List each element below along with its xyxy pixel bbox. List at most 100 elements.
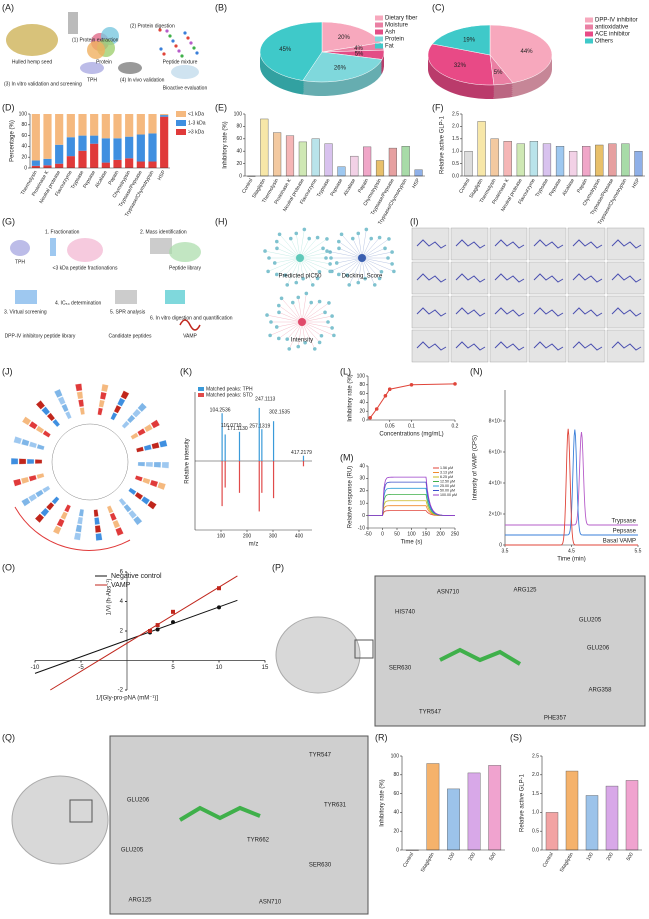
diagram-label: 1. Fractionation [45, 229, 80, 235]
legend-label: Others [595, 39, 613, 45]
heatmap-cell [112, 519, 121, 529]
diagram-label: GLU205 [579, 618, 602, 624]
network-node [287, 347, 292, 351]
docking-ligand [416, 239, 447, 249]
diagram-label: Docking_Score [342, 274, 383, 280]
peptide-dot [195, 51, 199, 55]
heatmap-cell [78, 508, 85, 517]
network-node [294, 231, 299, 236]
network-edge [301, 301, 320, 323]
docking-ligand [494, 273, 525, 283]
x-axis-label: m/z [249, 542, 259, 548]
docking-pose [567, 227, 606, 261]
network-node [390, 250, 394, 254]
bar [375, 160, 385, 177]
network-hub [298, 318, 306, 326]
x-tick-label: 200 [436, 531, 445, 537]
y-tick-label: 100 [391, 753, 400, 759]
heatmap-cell [35, 400, 46, 410]
y-tick-label: 0 [362, 513, 365, 519]
legend-label: Negative control [111, 573, 162, 580]
bar-segment [90, 135, 99, 144]
x-tick-label: Alcalase [343, 177, 358, 197]
network-node [328, 269, 332, 274]
y-tick-label: -10 [358, 525, 365, 531]
diagram-label: ASN710 [437, 590, 460, 596]
x-tick-label: -10 [31, 665, 40, 671]
bar [605, 785, 619, 851]
diagram-label: ARG358 [588, 688, 612, 694]
panel-label: (J) [2, 366, 13, 376]
y-tick-label: 80 [21, 122, 27, 128]
bar [490, 138, 499, 177]
diagram-label: Candidate peptides [108, 333, 152, 339]
bar [503, 141, 512, 177]
x-axis-label: 1/[Gly-pro-pNA (mM⁻¹)] [96, 696, 159, 702]
diagram-label: (3) In vitro validation and screening [4, 81, 82, 87]
bar-segment [148, 161, 157, 168]
point [217, 586, 221, 591]
network-edge [299, 257, 318, 279]
docking-pose [450, 329, 489, 363]
bar [555, 146, 565, 177]
network-edge [296, 257, 301, 283]
heatmap-cell [98, 399, 105, 408]
heatmap-cell [137, 428, 146, 437]
docking-pose [528, 227, 567, 261]
network-edge [358, 233, 363, 259]
network-node [274, 272, 279, 277]
y-tick-label: -2 [118, 688, 124, 694]
network-edge [276, 248, 301, 259]
network-node [323, 310, 327, 315]
legend-label: Fat [385, 44, 394, 50]
pie-slice [431, 24, 491, 56]
network-edge [361, 257, 375, 285]
diagram-label: Intensity [291, 338, 313, 344]
peptide-dot [174, 44, 178, 48]
legend-label: 100.00 μM [440, 493, 457, 497]
panel-label: (C) [432, 2, 445, 12]
heatmap-cell [21, 497, 31, 507]
y-tick-label: 80 [236, 124, 242, 130]
network-edge [299, 237, 318, 259]
network-node [328, 262, 332, 266]
network-node [268, 333, 272, 338]
bar [363, 146, 372, 177]
network-edge [299, 229, 305, 259]
peptide-dot [183, 31, 187, 35]
chromatogram-peak [505, 428, 638, 546]
docking-pose [411, 295, 450, 329]
x-tick-label: Control [241, 178, 254, 195]
docking-pose [567, 261, 606, 295]
network-node [309, 300, 314, 305]
bar [542, 143, 552, 177]
legend-label: Protein [385, 37, 404, 43]
y-tick-label: 0.5 [532, 829, 539, 835]
network-edge [299, 257, 313, 285]
bar [298, 141, 307, 177]
x-tick-label: -50 [364, 531, 371, 537]
y-tick-label: 8×10⁵ [489, 418, 502, 424]
network-node [379, 269, 384, 274]
bar [311, 138, 320, 177]
bar [260, 118, 269, 177]
docking-pose [606, 261, 645, 295]
network-edge [361, 238, 390, 259]
heatmap-cell [36, 443, 45, 451]
network-node [265, 313, 269, 317]
docking-ligand [611, 307, 642, 317]
bar-segment [31, 114, 40, 161]
diagram-label: Peptide mixture [163, 59, 198, 65]
heatmap-cell [134, 491, 144, 501]
heatmap-cell [28, 441, 38, 449]
network-edge [338, 248, 363, 259]
x-tick-label: 50 [394, 531, 400, 537]
docking-pose [606, 295, 645, 329]
zoom-box [69, 799, 93, 823]
network-hub [358, 254, 366, 262]
docking-pose [567, 295, 606, 329]
y-tick-label: 0.5 [452, 161, 459, 167]
heatmap-cell [132, 408, 142, 418]
docking-pose [450, 227, 489, 261]
heatmap-cell [21, 416, 32, 426]
